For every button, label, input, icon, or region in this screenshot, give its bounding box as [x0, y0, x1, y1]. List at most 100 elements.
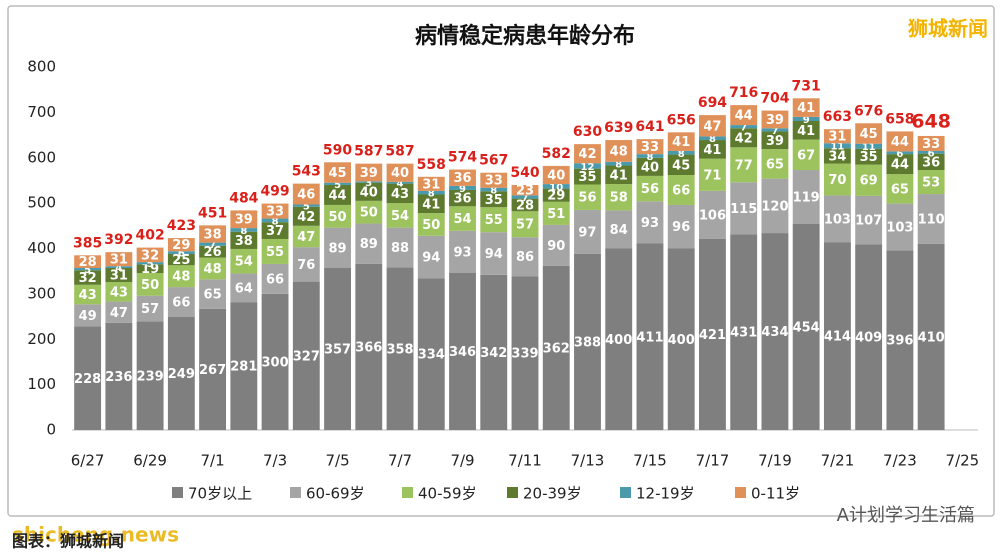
data-label: 106 — [699, 208, 726, 223]
data-label: 58 — [610, 191, 628, 206]
data-label: 45 — [329, 166, 347, 181]
bar-segment — [261, 293, 289, 430]
data-label: 6 — [178, 249, 185, 260]
bar-segment — [542, 184, 570, 189]
legend-swatch — [735, 487, 746, 498]
data-label: 33 — [641, 140, 659, 155]
data-label: 8 — [709, 134, 716, 145]
data-label: 44 — [329, 188, 347, 203]
bar-segment — [105, 268, 133, 283]
bar-segment — [230, 231, 258, 249]
data-label: 31 — [110, 269, 128, 284]
bar-segment — [417, 235, 445, 279]
legend-swatch — [507, 487, 518, 498]
bar-segment — [699, 140, 726, 159]
data-label: 8 — [240, 226, 247, 237]
bar-segment — [199, 245, 227, 258]
data-label: 40 — [547, 168, 565, 183]
y-tick-label: 300 — [27, 284, 56, 302]
bar-segment — [355, 200, 383, 224]
bar-segment — [261, 203, 289, 219]
data-label: 42 — [578, 147, 596, 162]
data-label: 33 — [266, 205, 284, 220]
bar-segment — [699, 115, 726, 137]
bar-segment — [761, 233, 789, 430]
bar-segment — [230, 248, 258, 274]
bar-segment — [886, 131, 914, 152]
data-label: 54 — [235, 255, 253, 270]
data-label: 65 — [204, 288, 222, 303]
bar-segment — [292, 206, 320, 226]
total-label: 574 — [448, 150, 477, 166]
bar-segment — [823, 143, 851, 149]
data-label: 66 — [172, 296, 190, 311]
data-label: 48 — [204, 262, 222, 277]
bar-segment — [480, 232, 508, 275]
data-label: 300 — [261, 355, 288, 370]
bar-segment — [230, 210, 258, 229]
data-label: 110 — [918, 213, 945, 228]
bar-segment — [324, 162, 351, 183]
bar-segment — [136, 273, 164, 296]
bar-segment — [917, 243, 945, 430]
data-label: 119 — [793, 190, 820, 205]
data-label: 96 — [672, 220, 690, 235]
data-label: 34 — [828, 149, 846, 164]
data-label: 346 — [449, 345, 476, 360]
data-label: 55 — [266, 245, 284, 260]
data-label: 11 — [830, 142, 844, 153]
data-label: 49 — [79, 309, 97, 324]
data-label: 90 — [547, 239, 565, 254]
bar-segment — [667, 248, 695, 430]
x-tick-label: 7/11 — [508, 452, 542, 470]
bar-segment — [667, 204, 695, 249]
data-label: 57 — [516, 218, 534, 233]
bar-segment — [167, 238, 195, 252]
data-label: 94 — [422, 251, 440, 266]
data-label: 44 — [735, 109, 753, 124]
bar-segment — [511, 198, 539, 212]
bar-segment — [167, 253, 195, 266]
data-label: 28 — [79, 255, 97, 270]
data-label: 7 — [740, 123, 747, 134]
data-label: 76 — [297, 258, 315, 273]
data-label: 8 — [646, 152, 653, 163]
bar-segment — [167, 251, 195, 254]
bar-segment — [199, 279, 227, 309]
bar-segment — [636, 139, 664, 155]
bar-segment — [324, 268, 351, 430]
legend-label: 60-69岁 — [306, 485, 365, 503]
data-label: 239 — [137, 369, 164, 384]
bar-segment — [324, 204, 351, 228]
x-tick-label: 7/9 — [450, 452, 474, 470]
data-label: 35 — [578, 170, 596, 185]
bar-segment — [261, 222, 289, 239]
bar-segment — [542, 265, 570, 430]
bar-segment — [386, 203, 414, 228]
data-label: 50 — [141, 278, 159, 293]
bar-segment — [74, 326, 102, 430]
data-label: 31 — [422, 177, 440, 192]
data-label: 8 — [490, 186, 497, 197]
data-label: 38 — [204, 227, 222, 242]
x-tick-label: 7/5 — [325, 452, 349, 470]
bar-segment — [636, 243, 664, 430]
total-label: 639 — [604, 120, 633, 136]
bar-segment — [605, 248, 633, 430]
data-label: 39 — [766, 134, 784, 149]
bar-segment — [261, 238, 289, 264]
data-label: 31 — [828, 130, 846, 145]
bar-segment — [136, 321, 164, 430]
bar-segment — [699, 136, 726, 141]
x-tick-label: 7/1 — [201, 452, 225, 470]
bar-segment — [355, 182, 383, 201]
bar-segment — [292, 281, 320, 430]
data-label: 19 — [141, 262, 159, 277]
chart-title: 病情稳定病患年龄分布 — [415, 23, 635, 49]
total-label: 716 — [729, 85, 758, 101]
bar-segment — [449, 206, 476, 231]
bar-segment — [74, 284, 102, 305]
data-label: 25 — [172, 253, 190, 268]
bar-segment — [886, 250, 914, 430]
